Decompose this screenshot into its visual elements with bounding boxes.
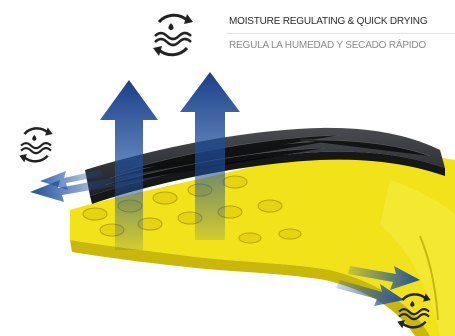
moisture-wave-cycle-icon [14,124,58,164]
up-arrow-1 [100,80,158,250]
right-arrow-1 [348,266,420,290]
left-arrow-2 [40,170,104,190]
moisture-wave-cycle-icon [392,290,436,330]
title-spanish: REGULA LA HUMEDAD Y SECADO RÁPIDO [229,40,426,51]
foam-edge-shadow [70,240,430,336]
up-arrow-2 [180,72,240,240]
right-arrow-2 [336,280,404,306]
header: MOISTURE REGULATING & QUICK DRYING REGUL… [0,0,455,70]
upward-moisture-arrows [100,72,240,250]
header-divider [227,33,455,34]
moisture-wave-cycle-icon [147,10,199,58]
title-english: MOISTURE REGULATING & QUICK DRYING [229,16,428,27]
right-moisture-arrows [336,266,420,306]
left-moisture-arrows [30,170,115,202]
